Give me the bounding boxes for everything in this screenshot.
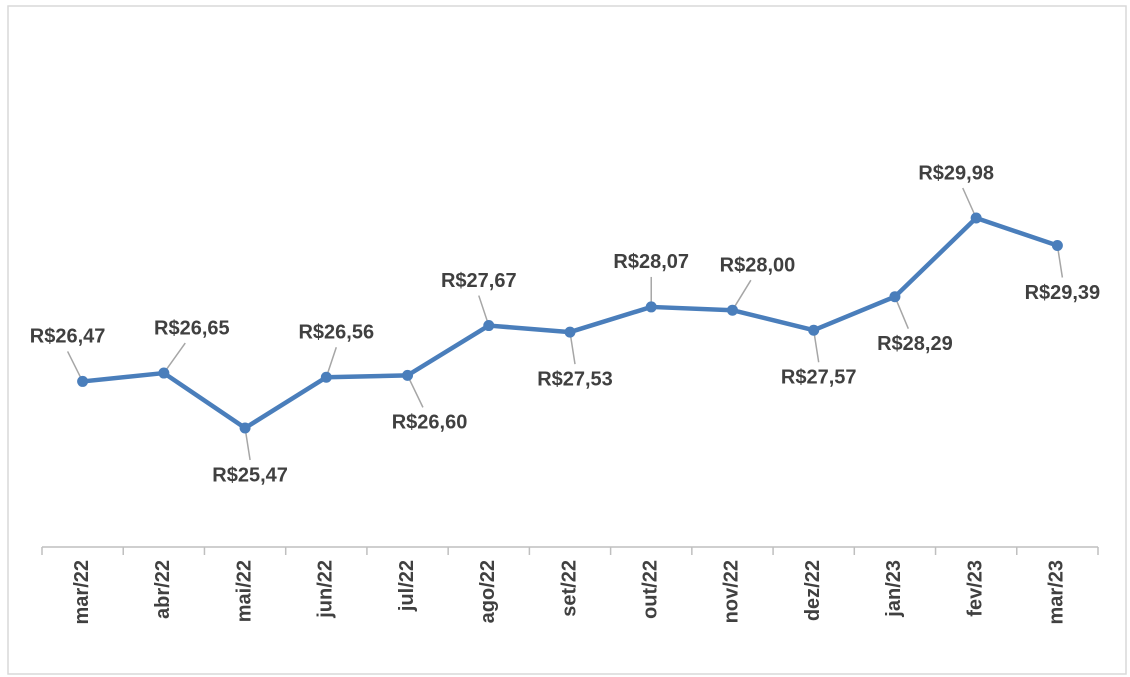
x-tick-label: dez/22 xyxy=(802,560,824,621)
data-point xyxy=(645,301,657,313)
x-tick-label: abr/22 xyxy=(152,560,174,619)
data-point xyxy=(483,320,495,332)
data-point xyxy=(564,326,576,338)
x-tick-label: jan/23 xyxy=(883,560,905,618)
data-label: R$26,56 xyxy=(298,322,374,344)
data-point xyxy=(320,371,332,383)
data-point xyxy=(1051,239,1063,251)
leader-line xyxy=(163,342,186,374)
data-label: R$27,67 xyxy=(441,270,517,292)
data-label: R$29,98 xyxy=(918,162,994,184)
data-label: R$25,47 xyxy=(212,464,288,486)
data-label: R$26,60 xyxy=(392,412,468,434)
leader-line xyxy=(731,279,752,311)
x-tick-label: jul/22 xyxy=(396,560,418,612)
data-point xyxy=(77,375,89,387)
data-label: R$27,57 xyxy=(781,366,857,388)
data-label: R$28,07 xyxy=(613,251,689,273)
chart-frame xyxy=(7,5,1127,675)
data-label: R$28,00 xyxy=(720,254,796,276)
x-tick-label: out/22 xyxy=(640,560,662,619)
leader-line xyxy=(66,351,84,382)
data-label: R$26,65 xyxy=(154,317,230,339)
x-tick-label: jun/22 xyxy=(315,560,337,619)
leader-line xyxy=(406,375,424,408)
data-point xyxy=(970,212,982,224)
x-tick-label: ago/22 xyxy=(477,560,499,623)
x-tick-label: mai/22 xyxy=(233,560,255,622)
data-point xyxy=(726,304,738,316)
leader-line xyxy=(894,296,910,329)
x-tick-label: nov/22 xyxy=(721,560,743,623)
x-tick-label: mar/23 xyxy=(1046,560,1068,625)
data-label: R$27,53 xyxy=(537,368,613,390)
data-point xyxy=(402,369,414,381)
data-point xyxy=(239,422,251,434)
data-label: R$29,39 xyxy=(1025,282,1101,304)
data-point xyxy=(889,291,901,303)
x-tick-label: set/22 xyxy=(558,560,580,617)
data-point xyxy=(808,324,820,336)
data-point xyxy=(158,367,170,379)
data-label: R$28,29 xyxy=(877,333,953,355)
x-tick-label: fev/23 xyxy=(964,560,986,617)
data-label: R$26,47 xyxy=(30,326,106,348)
x-tick-label: mar/22 xyxy=(71,560,93,625)
